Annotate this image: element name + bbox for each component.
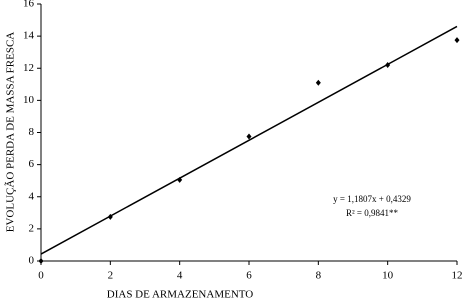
y-tick-label: 4	[29, 190, 35, 202]
x-tick-label: 4	[177, 270, 183, 282]
equation: y = 1,1807x + 0,4329	[333, 194, 411, 204]
x-tick-label: 8	[316, 270, 322, 282]
y-tick-label: 6	[29, 158, 35, 170]
r-squared: R² = 0,9841**	[346, 208, 399, 218]
data-point	[177, 176, 183, 183]
y-tick-label: 14	[23, 30, 35, 42]
data-point	[454, 37, 460, 44]
x-tick-label: 0	[38, 270, 44, 282]
x-tick-label: 12	[452, 270, 463, 282]
x-tick-label: 2	[108, 270, 114, 282]
x-tick-label: 6	[246, 270, 252, 282]
y-tick-label: 10	[23, 94, 35, 106]
data-point	[385, 62, 391, 69]
data-point	[107, 213, 113, 220]
data-point	[246, 133, 252, 140]
data-point	[315, 79, 321, 86]
y-tick-label: 8	[29, 126, 35, 138]
x-tick-label: 10	[382, 270, 394, 282]
y-tick-label: 12	[23, 62, 34, 74]
x-axis-label: DIAS DE ARMAZENAMENTO	[107, 289, 254, 301]
y-tick-label: 0	[29, 255, 35, 267]
y-tick-label: 16	[23, 0, 35, 10]
trendline	[40, 25, 458, 255]
data-point	[38, 258, 44, 264]
y-tick-label: 2	[29, 222, 35, 234]
y-axis-label: EVOLUÇÃO PERDA DE MASSA FRESCA	[5, 32, 17, 233]
